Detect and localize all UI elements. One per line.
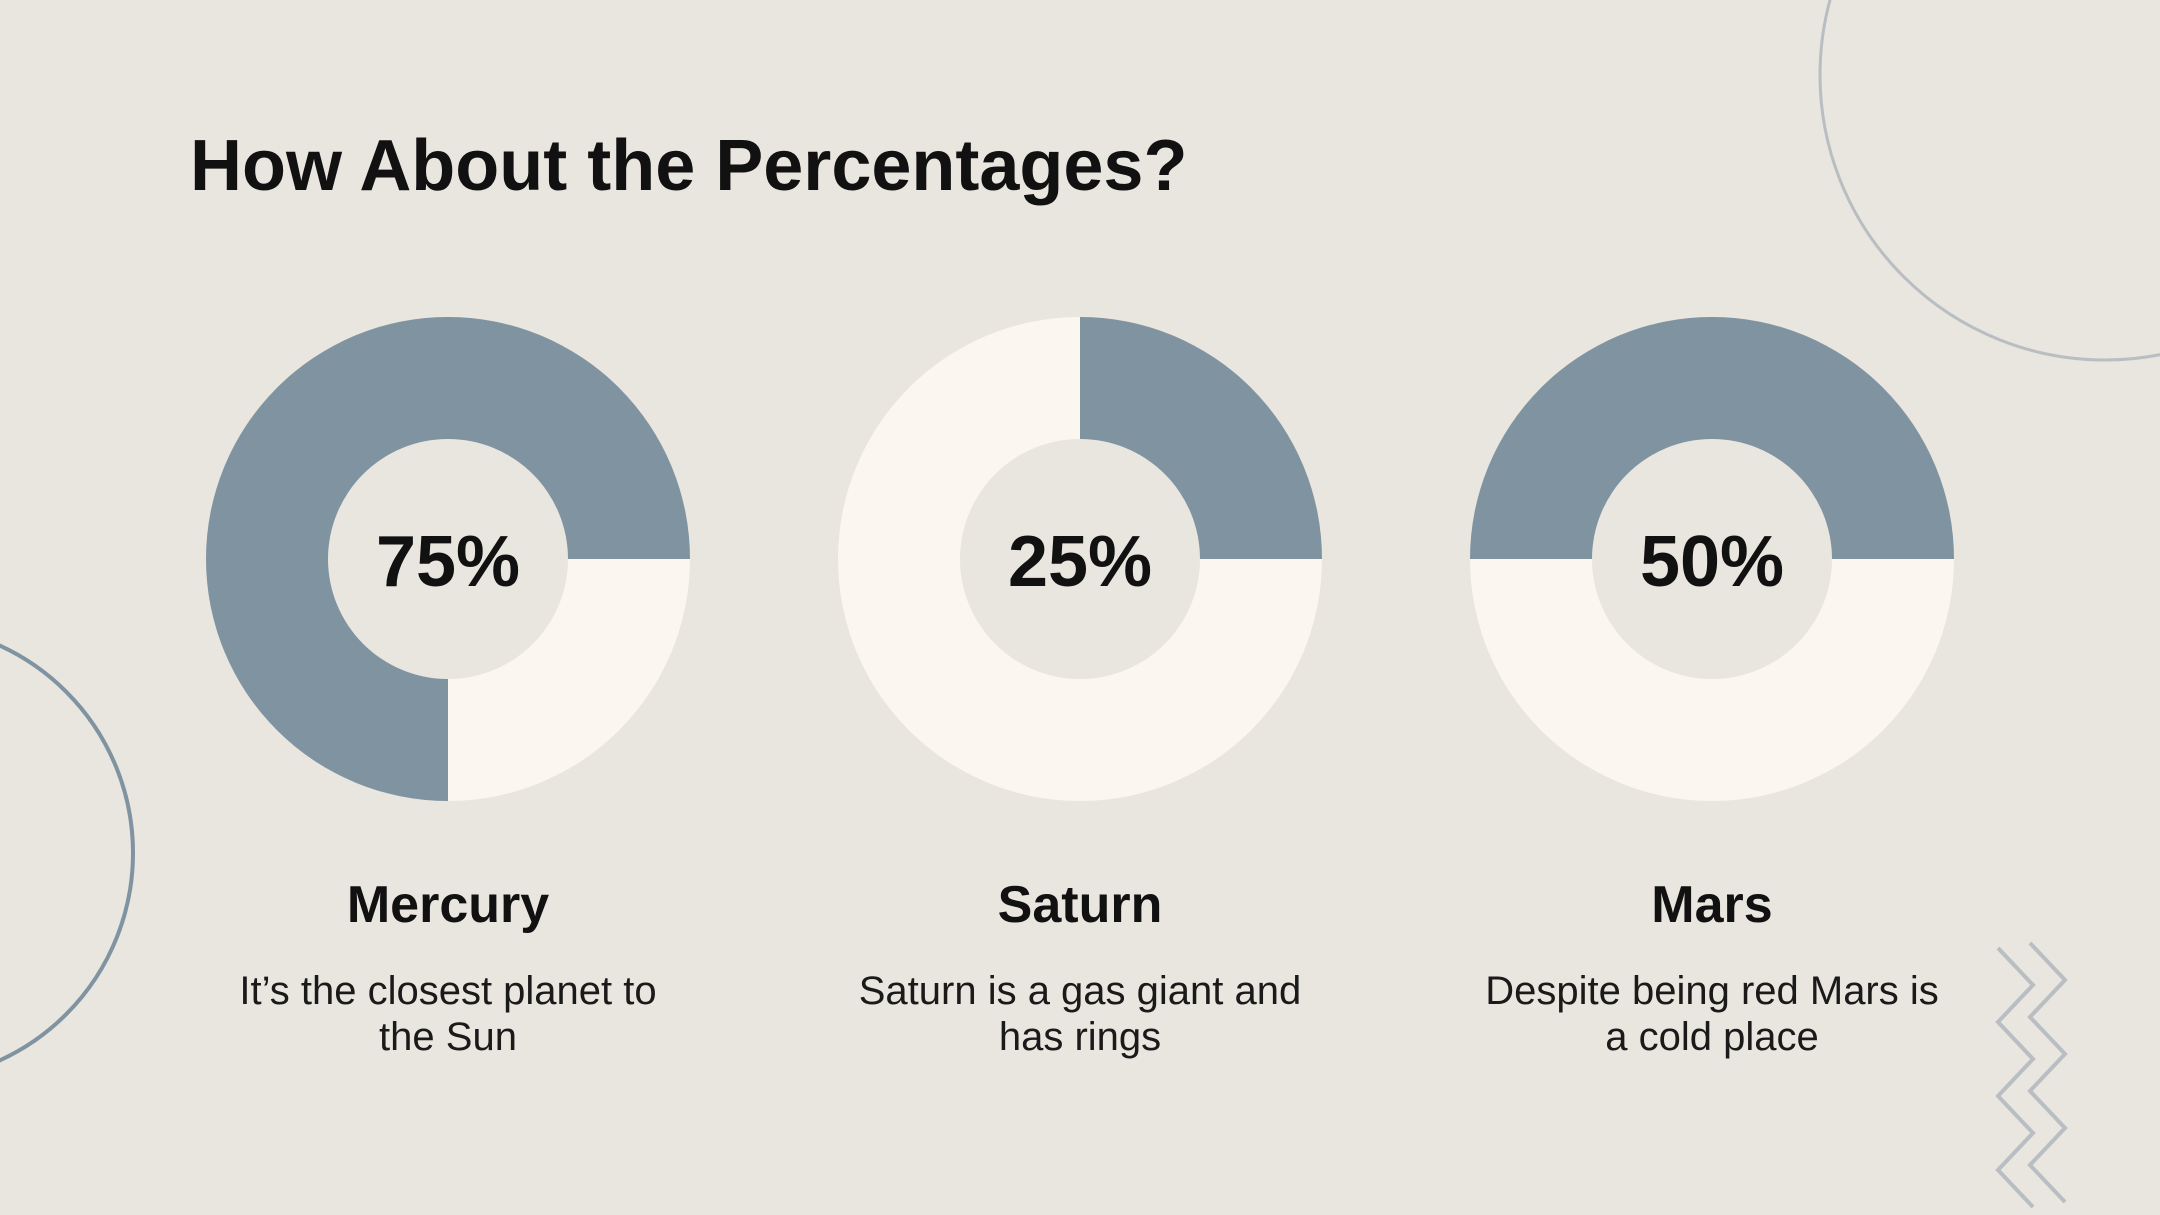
percentage-label-saturn: 25%	[1007, 522, 1153, 602]
planet-description-mars: Despite being red Mars is a cold place	[1485, 969, 1939, 1059]
donut-remaining-saturn	[838, 317, 1322, 801]
donut-filled-mars	[1470, 317, 1954, 559]
decorative-circle-left	[0, 643, 135, 1063]
page-title: How About the Percentages?	[190, 126, 1188, 206]
planet-description-mercury: It’s the closest planet to the Sun	[239, 969, 657, 1059]
decorative-zigzag-front	[1995, 946, 2036, 1209]
planet-name-mercury: Mercury	[346, 876, 550, 934]
percentage-label-mars: 50%	[1639, 522, 1785, 602]
donut-filled-mercury	[206, 317, 690, 801]
donut-filled-saturn	[1080, 317, 1322, 559]
percentage-label-mercury: 75%	[375, 522, 521, 602]
donut-remaining-mars	[1470, 559, 1954, 801]
planet-name-mars: Mars	[1651, 876, 1773, 934]
planet-description-saturn: Saturn is a gas giant and has rings	[858, 969, 1302, 1059]
donut-remaining-mercury	[448, 559, 690, 801]
decorative-circle-top-right	[1818, 0, 2160, 362]
planet-name-saturn: Saturn	[997, 876, 1163, 934]
decorative-zigzag-back	[2027, 941, 2068, 1204]
